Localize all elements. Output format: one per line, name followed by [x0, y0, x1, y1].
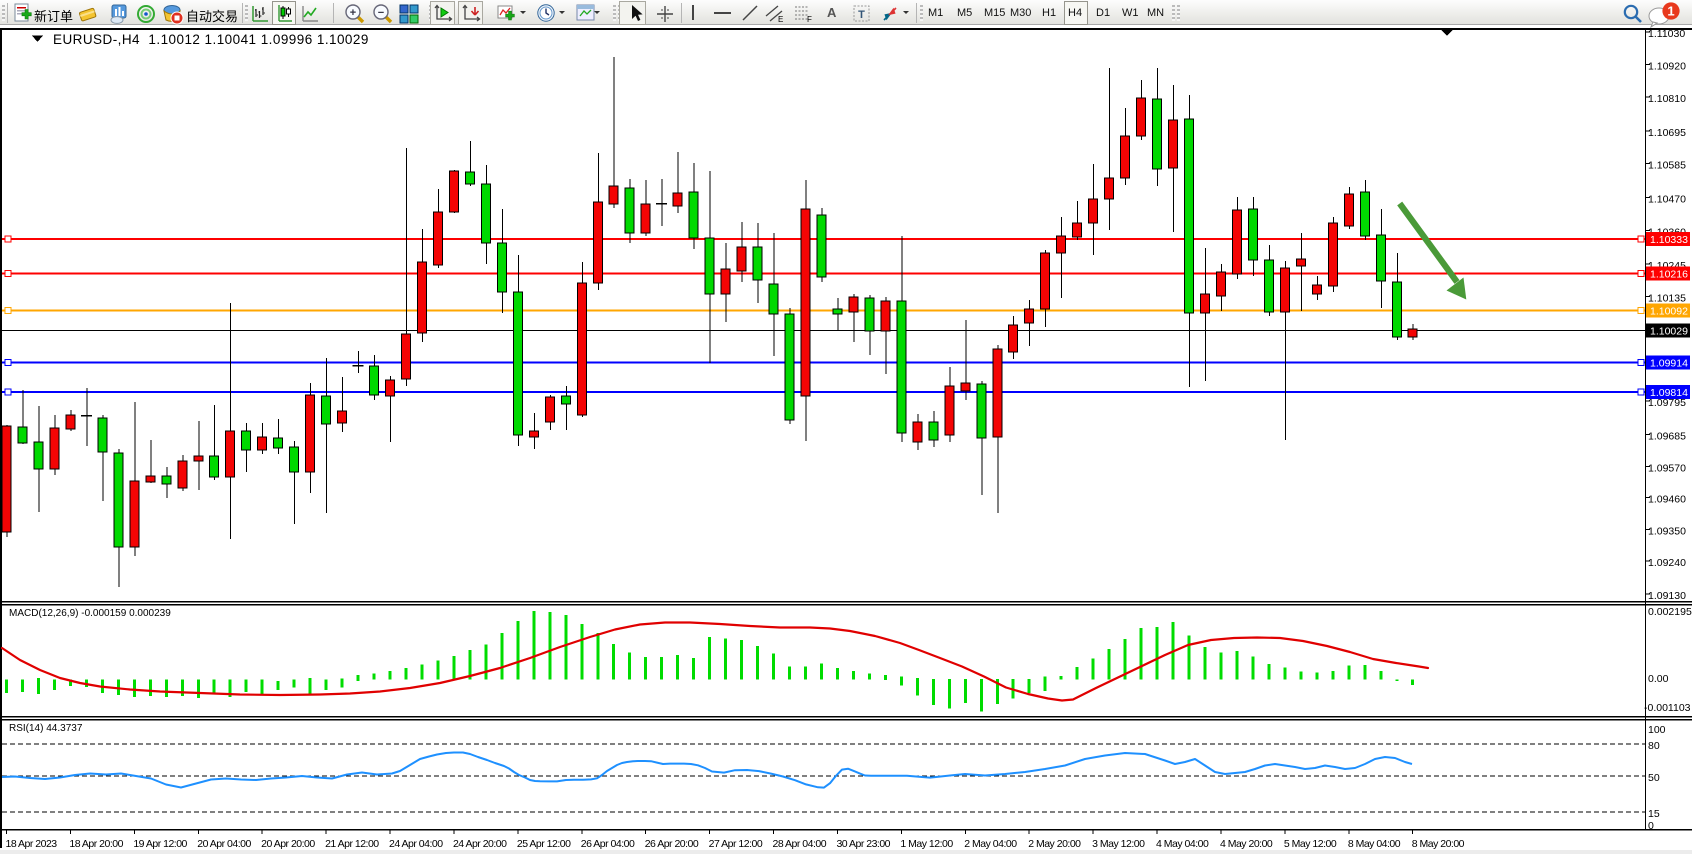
svg-text:4 May 20:00: 4 May 20:00 — [1220, 838, 1273, 850]
svg-text:0.002195: 0.002195 — [1648, 606, 1692, 618]
svg-text:30 Apr 23:00: 30 Apr 23:00 — [836, 838, 890, 850]
svg-text:−: − — [378, 7, 384, 19]
svg-text:F: F — [807, 15, 812, 24]
svg-text:24 Apr 20:00: 24 Apr 20:00 — [453, 838, 507, 850]
svg-text:1.10695: 1.10695 — [1648, 127, 1686, 139]
svg-text:1.10333: 1.10333 — [1650, 234, 1688, 246]
svg-text:50: 50 — [1648, 772, 1660, 784]
svg-text:-0.001103: -0.001103 — [1644, 702, 1691, 714]
svg-text:1.10216: 1.10216 — [1650, 269, 1688, 281]
svg-text:RSI(14) 44.3737: RSI(14) 44.3737 — [9, 723, 83, 734]
svg-text:2 May 20:00: 2 May 20:00 — [1028, 838, 1081, 850]
svg-text:1.09814: 1.09814 — [1650, 387, 1688, 399]
svg-text:26 Apr 20:00: 26 Apr 20:00 — [645, 838, 699, 850]
svg-text:18 Apr 20:00: 18 Apr 20:00 — [69, 838, 123, 850]
svg-text:4 May 04:00: 4 May 04:00 — [1156, 838, 1209, 850]
svg-text:1: 1 — [1667, 4, 1674, 19]
svg-text:1.09685: 1.09685 — [1648, 431, 1686, 443]
svg-text:27 Apr 12:00: 27 Apr 12:00 — [709, 838, 763, 850]
svg-text:18 Apr 2023: 18 Apr 2023 — [6, 838, 58, 850]
svg-text:1.09350: 1.09350 — [1648, 526, 1686, 538]
svg-text:1.10810: 1.10810 — [1648, 93, 1686, 105]
svg-text:+: + — [350, 7, 356, 19]
svg-text:E: E — [778, 15, 783, 24]
svg-text:0: 0 — [1648, 820, 1654, 832]
svg-text:T: T — [858, 9, 865, 21]
svg-text:100: 100 — [1648, 724, 1666, 736]
svg-text:1.09460: 1.09460 — [1648, 494, 1686, 506]
svg-text:24 Apr 04:00: 24 Apr 04:00 — [389, 838, 443, 850]
svg-text:15: 15 — [1648, 808, 1660, 820]
svg-text:1.09240: 1.09240 — [1648, 557, 1686, 569]
svg-text:1.10092: 1.10092 — [1650, 306, 1688, 318]
svg-text:1 May 12:00: 1 May 12:00 — [900, 838, 953, 850]
svg-text:1.10585: 1.10585 — [1648, 160, 1686, 172]
svg-text:EURUSD-,H4 1.10012 1.10041 1.: EURUSD-,H4 1.10012 1.10041 1.09996 1.100… — [53, 32, 369, 47]
svg-text:1.10029: 1.10029 — [1650, 326, 1688, 338]
svg-text:5 May 12:00: 5 May 12:00 — [1284, 838, 1337, 850]
svg-text:19 Apr 12:00: 19 Apr 12:00 — [133, 838, 187, 850]
svg-text:26 Apr 04:00: 26 Apr 04:00 — [581, 838, 635, 850]
svg-text:1.09130: 1.09130 — [1648, 590, 1686, 602]
svg-text:MACD(12,26,9) -0.000159 0.0002: MACD(12,26,9) -0.000159 0.000239 — [9, 608, 171, 619]
svg-text:28 Apr 04:00: 28 Apr 04:00 — [773, 838, 827, 850]
svg-text:1.10135: 1.10135 — [1648, 293, 1686, 305]
svg-text:1.09570: 1.09570 — [1648, 463, 1686, 475]
svg-text:3 May 12:00: 3 May 12:00 — [1092, 838, 1145, 850]
svg-text:8 May 04:00: 8 May 04:00 — [1348, 838, 1401, 850]
svg-text:1.10920: 1.10920 — [1648, 61, 1686, 73]
svg-text:1.11030: 1.11030 — [1648, 28, 1685, 40]
svg-text:20 Apr 04:00: 20 Apr 04:00 — [197, 838, 251, 850]
svg-text:20 Apr 20:00: 20 Apr 20:00 — [261, 838, 315, 850]
svg-text:25 Apr 12:00: 25 Apr 12:00 — [517, 838, 571, 850]
svg-text:1.09914: 1.09914 — [1650, 358, 1688, 370]
svg-text:21 Apr 12:00: 21 Apr 12:00 — [325, 838, 379, 850]
svg-text:80: 80 — [1648, 740, 1660, 752]
svg-text:8 May 20:00: 8 May 20:00 — [1412, 838, 1465, 850]
svg-text:2 May 04:00: 2 May 04:00 — [964, 838, 1017, 850]
svg-text:1.10470: 1.10470 — [1648, 194, 1686, 206]
svg-text:0.00: 0.00 — [1648, 673, 1669, 685]
svg-text:1.09795: 1.09795 — [1648, 397, 1686, 409]
